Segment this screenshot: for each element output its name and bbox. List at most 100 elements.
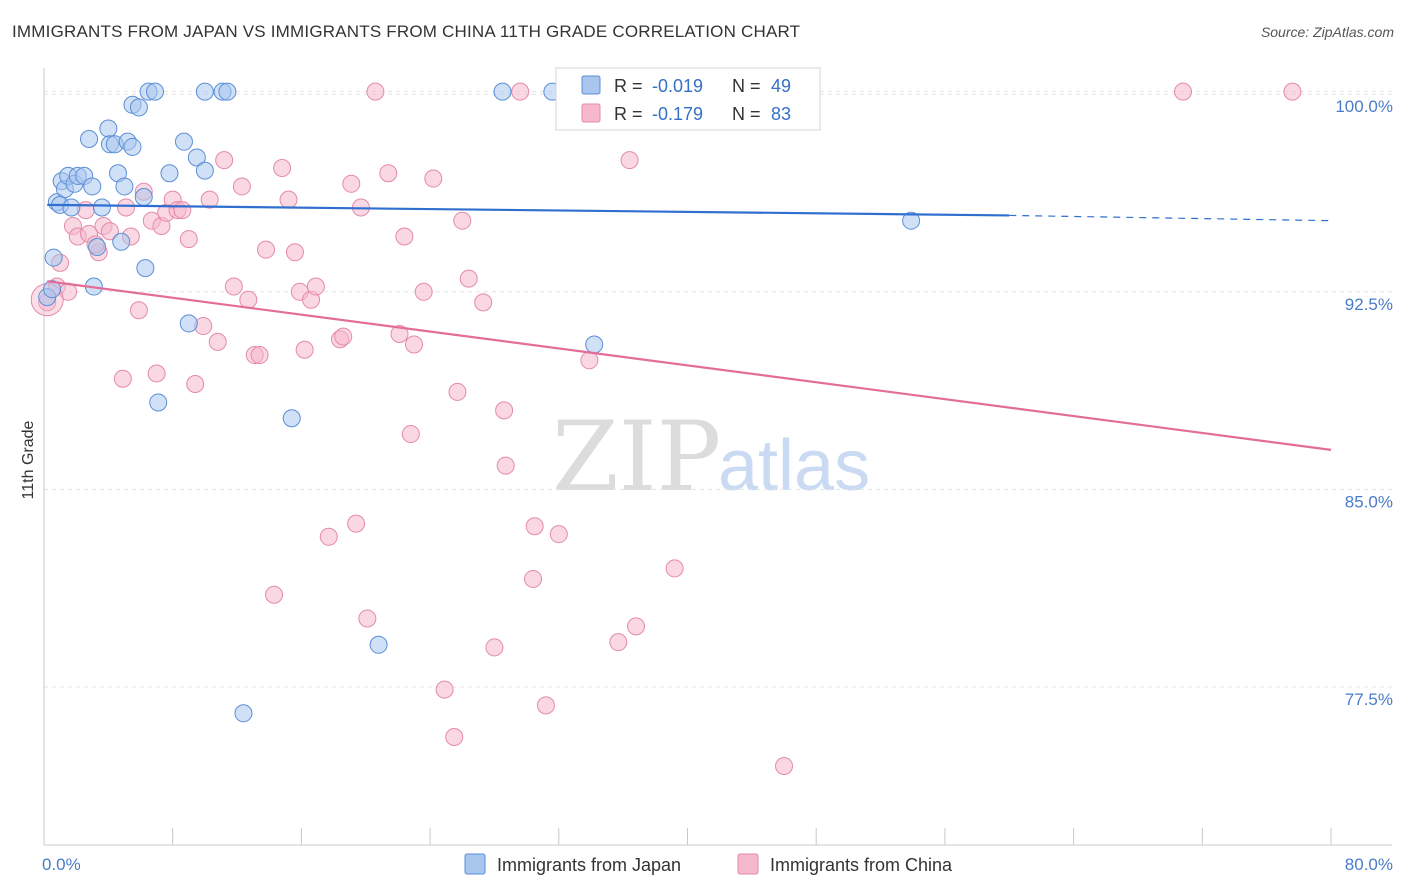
china-point	[445, 727, 464, 746]
china-point	[224, 277, 243, 296]
legend-n-value-china: 83	[771, 104, 791, 124]
china-point	[414, 282, 433, 301]
watermark-atlas: atlas	[718, 426, 870, 506]
china-point	[129, 301, 148, 320]
source-label: Source: ZipAtlas.com	[1260, 24, 1394, 40]
china-point	[366, 82, 385, 101]
china-point	[295, 340, 314, 359]
china-point	[239, 290, 258, 309]
china-point	[401, 425, 420, 444]
japan-point	[585, 335, 604, 354]
china-point	[279, 190, 298, 209]
china-trend-line	[47, 280, 1332, 451]
china-point	[448, 382, 467, 401]
china-point	[358, 609, 377, 628]
japan-point	[160, 164, 179, 183]
japan-point	[282, 409, 301, 428]
legend-swatch-china	[581, 103, 601, 123]
china-point	[627, 617, 646, 636]
china-point	[536, 696, 555, 715]
japan-point	[146, 82, 165, 101]
y-tick-label: 92.5%	[1345, 295, 1393, 314]
japan-point	[115, 177, 134, 196]
series-china-points	[30, 82, 1302, 775]
bottom-legend: Immigrants from Japan Immigrants from Ch…	[464, 853, 953, 875]
japan-point	[902, 211, 921, 230]
china-point	[179, 230, 198, 249]
china-point	[435, 680, 454, 699]
japan-trend-line-extension	[1009, 214, 1332, 222]
stats-legend: R = -0.019 N = 49 R = -0.179 N = 83	[555, 67, 821, 131]
japan-point	[134, 187, 153, 206]
y-axis-label: 11th Grade	[20, 420, 37, 499]
japan-point	[92, 198, 111, 217]
china-point	[173, 201, 192, 220]
japan-trend-line	[47, 203, 1010, 217]
legend-r-label-china: R =	[614, 104, 643, 124]
china-point	[215, 151, 234, 170]
china-point	[232, 177, 251, 196]
china-point	[117, 198, 136, 217]
china-point	[334, 327, 353, 346]
china-point	[306, 277, 325, 296]
china-point	[405, 335, 424, 354]
china-point	[208, 332, 227, 351]
japan-point	[80, 130, 99, 149]
series-japan-points	[38, 82, 921, 723]
bottom-legend-label-japan: Immigrants from Japan	[497, 855, 681, 875]
legend-swatch-japan	[581, 75, 601, 95]
china-point	[1173, 82, 1192, 101]
china-point	[273, 159, 292, 178]
china-point	[257, 240, 276, 259]
x-tick-label: 80.0%	[1345, 855, 1393, 874]
japan-point	[493, 82, 512, 101]
china-point	[147, 364, 166, 383]
axes: 77.5% 85.0% 92.5% 100.0% 0.0% 80.0%	[42, 68, 1393, 874]
china-point	[265, 585, 284, 604]
china-point	[100, 222, 119, 241]
china-point	[453, 211, 472, 230]
japan-point	[187, 148, 206, 167]
china-point	[250, 346, 269, 365]
japan-point	[112, 232, 131, 251]
china-point	[511, 82, 530, 101]
china-point	[525, 517, 544, 536]
bottom-legend-swatch-japan	[464, 853, 486, 875]
china-point	[474, 293, 493, 312]
china-point	[459, 269, 478, 288]
japan-point	[136, 259, 155, 278]
china-point	[285, 243, 304, 262]
japan-point	[234, 704, 253, 723]
trend-lines	[47, 203, 1332, 451]
legend-n-value-japan: 49	[771, 76, 791, 96]
y-tick-label: 77.5%	[1345, 690, 1393, 709]
china-point	[1283, 82, 1302, 101]
china-point	[665, 559, 684, 578]
japan-point	[369, 635, 388, 654]
japan-point	[195, 161, 214, 180]
japan-point	[179, 314, 198, 333]
china-point	[186, 375, 205, 394]
japan-point	[88, 238, 107, 257]
china-point	[379, 164, 398, 183]
japan-point	[218, 82, 237, 101]
bottom-legend-label-china: Immigrants from China	[770, 855, 953, 875]
china-point	[319, 527, 338, 546]
china-point	[390, 324, 409, 343]
china-point	[200, 190, 219, 209]
japan-point	[43, 280, 62, 299]
chart-title: IMMIGRANTS FROM JAPAN VS IMMIGRANTS FROM…	[12, 22, 801, 41]
china-point	[524, 569, 543, 588]
legend-r-label-japan: R =	[614, 76, 643, 96]
legend-n-label-china: N =	[732, 104, 761, 124]
japan-point	[174, 132, 193, 151]
japan-point	[149, 393, 168, 412]
japan-point	[123, 137, 142, 156]
japan-point	[195, 82, 214, 101]
china-point	[113, 369, 132, 388]
legend-r-value-china: -0.179	[652, 104, 703, 124]
y-tick-label: 100.0%	[1335, 97, 1393, 116]
watermark-zip: ZIP	[552, 401, 721, 513]
japan-point	[129, 98, 148, 117]
